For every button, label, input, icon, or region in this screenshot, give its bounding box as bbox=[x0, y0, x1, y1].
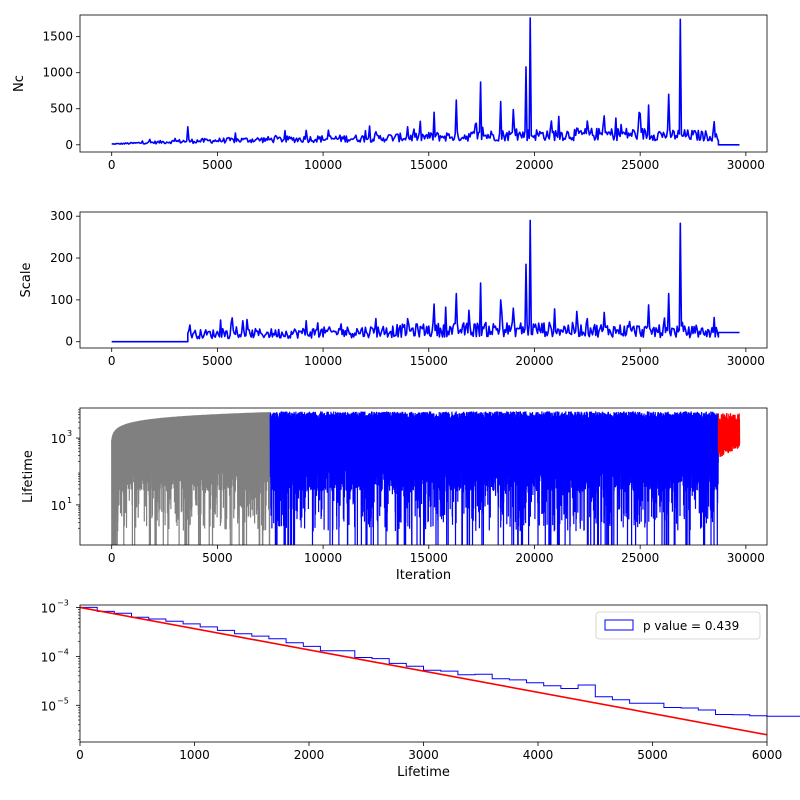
lifetime-series bbox=[111, 411, 741, 545]
x-tick-label: 30000 bbox=[727, 551, 765, 565]
y-tick-exponent: −3 bbox=[57, 598, 69, 607]
x-tick-label: 10000 bbox=[304, 158, 342, 172]
x-tick-label: 1000 bbox=[179, 748, 210, 762]
x-tick-label: 0 bbox=[108, 551, 116, 565]
x-tick-label: 25000 bbox=[621, 354, 659, 368]
x-tick-label: 5000 bbox=[202, 158, 233, 172]
histogram-step bbox=[80, 606, 800, 717]
y-tick-label: 1000 bbox=[42, 66, 73, 80]
y-tick-exponent: −5 bbox=[57, 696, 69, 705]
x-tick-label: 0 bbox=[76, 748, 84, 762]
y-tick-label: 10 bbox=[41, 699, 56, 713]
y-tick-exponent: 3 bbox=[67, 429, 72, 438]
lifetime-segment bbox=[717, 413, 741, 457]
y-tick-label: 300 bbox=[50, 209, 73, 223]
legend-box bbox=[595, 611, 761, 640]
x-tick-label: 10000 bbox=[304, 354, 342, 368]
x-tick-label: 25000 bbox=[621, 158, 659, 172]
panel-scale: 0 100 200 300 0 5000 10000 15000 20000 25000 30000… bbox=[19, 209, 768, 368]
x-tick-label: 5000 bbox=[202, 354, 233, 368]
y-tick-label: 10 bbox=[41, 601, 56, 615]
y-tick-label: 0 bbox=[65, 138, 73, 152]
y-tick-label: 500 bbox=[50, 102, 73, 116]
legend: p value = 0.439 bbox=[595, 611, 761, 640]
y-axis-label: Scale bbox=[19, 263, 34, 298]
x-tick-label: 20000 bbox=[515, 551, 553, 565]
x-tick-label: 25000 bbox=[621, 551, 659, 565]
x-tick-label: 15000 bbox=[410, 158, 448, 172]
y-tick-label: 200 bbox=[50, 251, 73, 265]
legend-label: p value = 0.439 bbox=[643, 619, 739, 633]
axes-frame bbox=[79, 211, 768, 349]
y-tick-exponent: −4 bbox=[57, 647, 69, 656]
x-tick-label: 10000 bbox=[304, 551, 342, 565]
y-tick-label: 10 bbox=[51, 499, 66, 513]
y-axis-label: Lifetime bbox=[21, 450, 36, 503]
x-tick-label: 30000 bbox=[727, 158, 765, 172]
panel-histogram: 10 −510 −410 −30 1000 2000 3000 4000 5000 6000Lif… bbox=[41, 598, 800, 780]
x-tick-label: 30000 bbox=[727, 354, 765, 368]
x-axis-label: Iteration bbox=[396, 568, 451, 583]
x-tick-label: 15000 bbox=[410, 551, 448, 565]
x-tick-label: 2000 bbox=[294, 748, 325, 762]
x-tick-label: 20000 bbox=[515, 354, 553, 368]
x-tick-label: 5000 bbox=[202, 551, 233, 565]
x-tick-label: 3000 bbox=[408, 748, 439, 762]
x-tick-label: 15000 bbox=[410, 354, 448, 368]
y-tick-exponent: 1 bbox=[67, 496, 72, 505]
series-line bbox=[111, 219, 740, 343]
y-tick-label: 100 bbox=[50, 293, 73, 307]
x-tick-label: 0 bbox=[108, 158, 116, 172]
fit-line bbox=[79, 606, 768, 736]
y-tick-label: 10 bbox=[41, 650, 56, 664]
y-axis-label: Nc bbox=[12, 75, 27, 92]
lifetime-segment bbox=[269, 411, 719, 545]
lifetime-segment bbox=[111, 412, 271, 545]
x-axis-label: Lifetime bbox=[397, 765, 450, 780]
panel-lifetime: 10 110 30 5000 10000 15000 20000 25000 30000Iter… bbox=[21, 407, 768, 583]
axes-frame bbox=[79, 604, 768, 743]
x-tick-label: 6000 bbox=[752, 748, 783, 762]
x-tick-label: 20000 bbox=[515, 158, 553, 172]
y-tick-label: 0 bbox=[65, 335, 73, 349]
y-tick-label: 1500 bbox=[42, 30, 73, 44]
axes-frame bbox=[79, 407, 768, 546]
axes-frame bbox=[79, 14, 768, 153]
legend-swatch bbox=[604, 619, 634, 631]
x-tick-label: 5000 bbox=[637, 748, 668, 762]
series-line bbox=[111, 17, 740, 146]
x-tick-label: 4000 bbox=[523, 748, 554, 762]
y-tick-label: 10 bbox=[51, 432, 66, 446]
x-tick-label: 0 bbox=[108, 354, 116, 368]
